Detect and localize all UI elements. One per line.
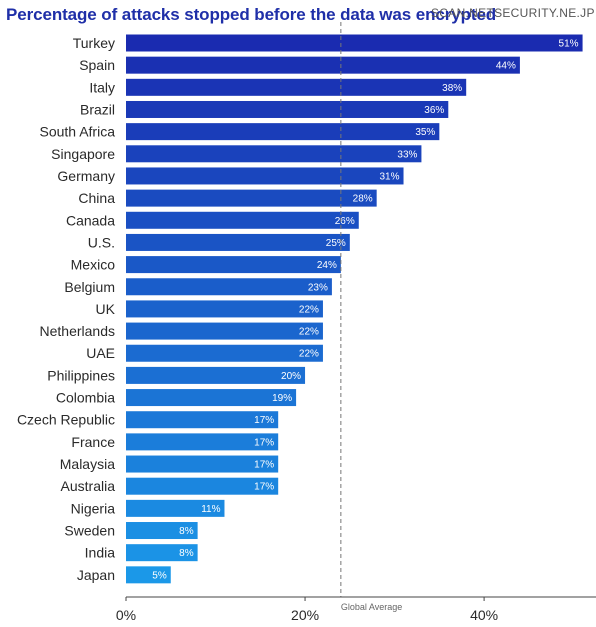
category-label: Mexico <box>71 257 116 273</box>
value-label: 19% <box>272 393 292 404</box>
bar <box>126 78 467 96</box>
bar <box>126 123 440 141</box>
category-label: Italy <box>89 79 115 95</box>
bar <box>126 322 323 340</box>
value-label: 25% <box>326 238 346 249</box>
value-label: 28% <box>353 194 373 205</box>
category-label: France <box>71 434 115 450</box>
value-label: 22% <box>299 304 319 315</box>
value-label: 22% <box>299 327 319 338</box>
bar <box>126 233 350 251</box>
bar <box>126 167 404 185</box>
category-label: Netherlands <box>40 323 116 339</box>
bar <box>126 211 359 229</box>
category-label: Nigeria <box>71 500 116 516</box>
value-label: 51% <box>559 39 579 50</box>
bar <box>126 300 323 318</box>
x-tick-label: 20% <box>291 607 319 623</box>
bar <box>126 56 520 74</box>
category-label: Philippines <box>47 367 115 383</box>
bar <box>126 189 377 207</box>
value-label: 20% <box>281 371 301 382</box>
category-label: Colombia <box>56 390 115 406</box>
category-label: China <box>78 190 115 206</box>
bar <box>126 145 422 163</box>
category-label: U.S. <box>88 234 115 250</box>
category-label: Singapore <box>51 146 115 162</box>
watermark-text: SCAN.NETSECURITY.NE.JP <box>431 6 595 20</box>
category-label: Australia <box>61 478 116 494</box>
bar <box>126 389 297 407</box>
category-label: India <box>85 545 116 561</box>
category-label: Czech Republic <box>17 412 115 428</box>
value-label: 22% <box>299 349 319 360</box>
chart-title: Percentage of attacks stopped before the… <box>6 5 497 24</box>
category-label: Brazil <box>80 101 115 117</box>
value-label: 11% <box>201 504 220 515</box>
bar <box>126 100 449 118</box>
value-label: 33% <box>397 149 417 160</box>
bar <box>126 256 341 274</box>
value-label: 26% <box>335 216 355 227</box>
value-label: 38% <box>442 83 462 94</box>
category-label: South Africa <box>40 124 116 140</box>
category-label: Japan <box>77 567 115 583</box>
bar <box>126 477 279 495</box>
bar <box>126 522 198 540</box>
bar <box>126 34 583 52</box>
category-label: UK <box>96 301 116 317</box>
bar <box>126 544 198 562</box>
bar <box>126 366 306 384</box>
bars-group <box>126 34 583 584</box>
value-label: 17% <box>254 415 274 426</box>
value-label: 31% <box>380 171 400 182</box>
category-label: Germany <box>57 168 115 184</box>
bar <box>126 411 279 429</box>
bar <box>126 344 323 362</box>
value-label: 24% <box>317 260 337 271</box>
value-label: 36% <box>424 105 444 116</box>
bar <box>126 433 279 451</box>
bar <box>126 455 279 473</box>
value-label: 17% <box>254 437 274 448</box>
value-label: 44% <box>496 61 516 72</box>
x-tick-label: 40% <box>470 607 498 623</box>
value-label: 8% <box>179 548 194 559</box>
value-label: 5% <box>152 570 167 581</box>
value-label: 35% <box>415 127 435 138</box>
value-label: 17% <box>254 482 274 493</box>
bar <box>126 566 171 584</box>
category-label: Malaysia <box>60 456 115 472</box>
category-label: Canada <box>66 212 115 228</box>
category-label: Turkey <box>73 35 115 51</box>
bar <box>126 499 225 517</box>
x-tick-label: 0% <box>116 607 136 623</box>
category-label: Belgium <box>64 279 115 295</box>
category-label: Spain <box>79 57 115 73</box>
value-label: 17% <box>254 460 274 471</box>
category-label: UAE <box>86 345 115 361</box>
value-label: 23% <box>308 282 328 293</box>
value-label: 8% <box>179 526 194 537</box>
global-average-label: Global Average <box>341 602 402 612</box>
bar <box>126 278 332 296</box>
category-label: Sweden <box>64 523 115 539</box>
